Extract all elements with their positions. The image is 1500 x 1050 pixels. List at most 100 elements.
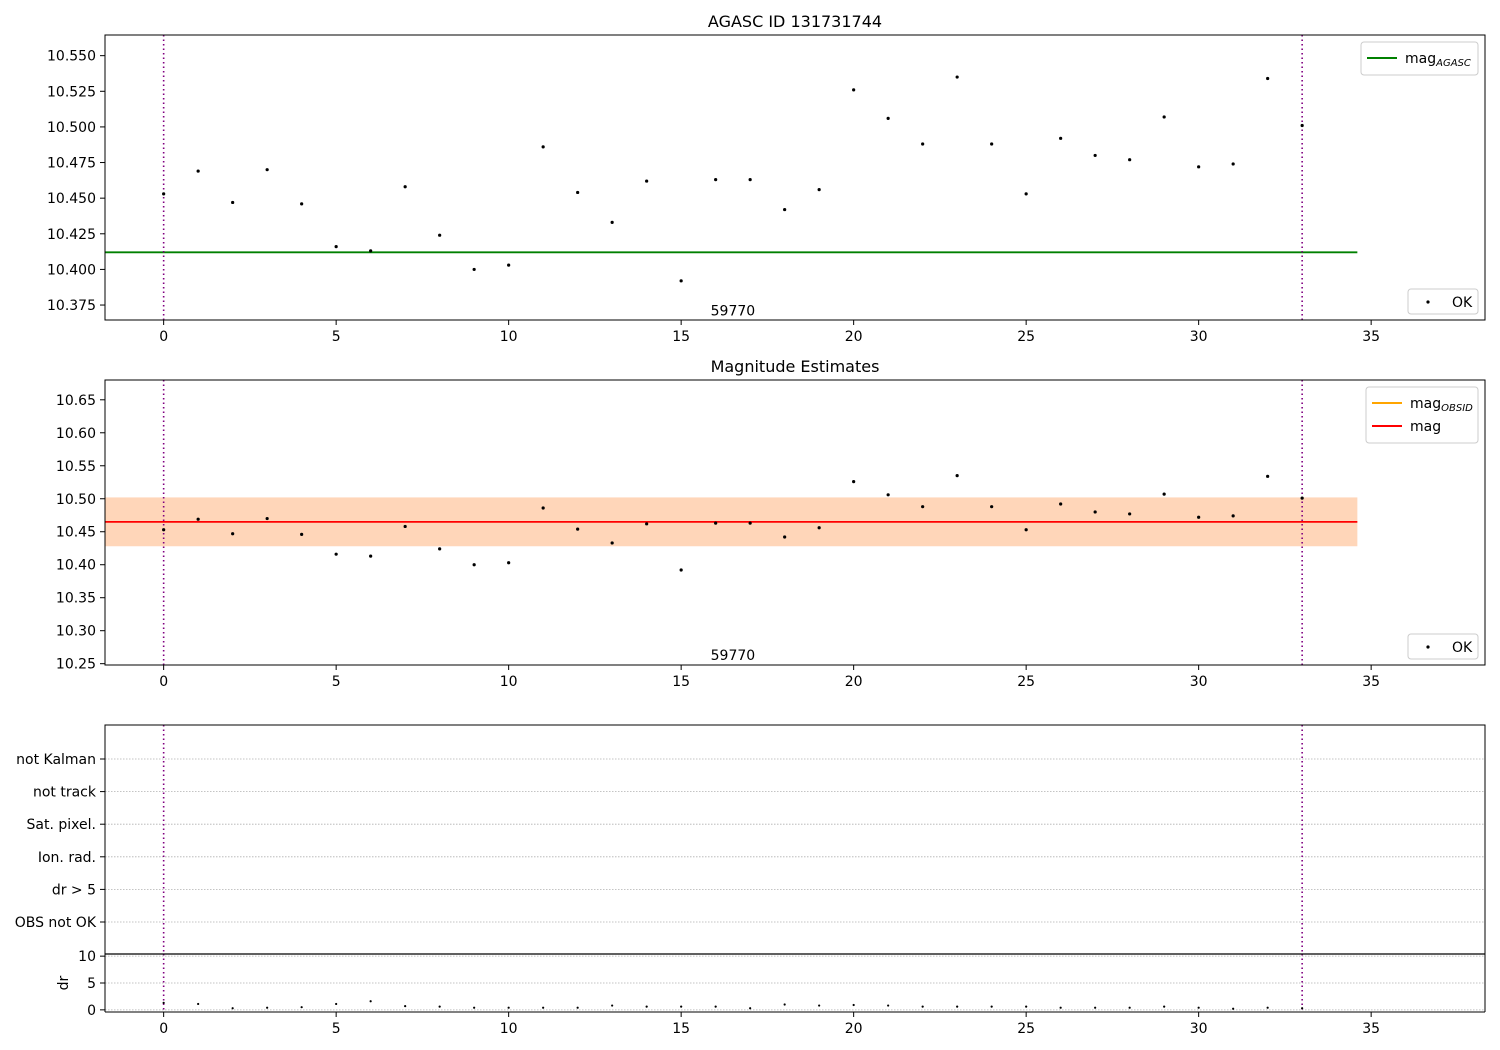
panel4-data-point xyxy=(507,1006,510,1009)
panel1-data-point xyxy=(1059,136,1063,140)
panel2-legend-subscript: OBSID xyxy=(1441,403,1473,414)
panel2-ytick-label: 10.50 xyxy=(56,492,96,508)
panel1-data-point xyxy=(196,169,200,173)
panel1-data-point xyxy=(1093,153,1097,158)
panel3-flag-label: not Kalman xyxy=(16,752,96,768)
panel2-data-point xyxy=(783,535,787,539)
panel1-data-point xyxy=(1128,158,1132,162)
panel2-data-point xyxy=(1266,474,1270,478)
panel2-data-point xyxy=(541,506,545,510)
panel4-xtick-label: 30 xyxy=(1190,1021,1208,1037)
panel2-legend-ok-label: OK xyxy=(1452,640,1473,656)
panel2-data-point xyxy=(162,528,166,532)
panel2-ytick-label: 10.45 xyxy=(56,525,96,541)
panel4-data-point xyxy=(990,1005,993,1008)
panel2-xtick-label: 25 xyxy=(1017,674,1035,690)
panel1-data-point xyxy=(990,142,994,146)
panel1-data-point xyxy=(1197,165,1201,169)
panel1-data-point xyxy=(610,220,614,224)
panel4-ytick-label: 0 xyxy=(87,1003,96,1019)
panel2-data-point xyxy=(955,474,959,478)
panel1-xtick-label: 5 xyxy=(332,329,341,345)
panel2-xtick-label: 35 xyxy=(1362,674,1380,690)
panel2-data-point xyxy=(817,526,821,530)
panel2-data-point xyxy=(1300,496,1304,500)
panel1-data-point xyxy=(403,185,407,189)
panel1-ytick-label: 10.375 xyxy=(47,298,96,314)
panel2-data-point xyxy=(1093,510,1097,514)
panel4-xtick-label: 0 xyxy=(159,1021,168,1037)
panel1-data-point xyxy=(541,145,545,149)
panel1-data-point xyxy=(748,178,752,182)
panel2-data-point xyxy=(196,517,200,521)
panel2-xtick-label: 30 xyxy=(1190,674,1208,690)
panel2-data-point xyxy=(1197,515,1201,519)
panel2-data-point xyxy=(852,479,856,484)
panel4-data-point xyxy=(335,1002,338,1006)
panel1-data-point xyxy=(472,267,476,272)
panel4-data-point xyxy=(749,1007,752,1010)
panel2-frame xyxy=(104,379,1486,666)
panel4-data-point xyxy=(783,1003,786,1006)
panel4-data-point xyxy=(197,1002,200,1006)
panel2-data-point xyxy=(472,563,476,567)
panel2-data-point xyxy=(645,522,649,526)
panel2-data-point xyxy=(231,532,235,536)
panel1-frame xyxy=(104,34,1486,321)
panel3-flag-label: Sat. pixel. xyxy=(27,817,96,833)
panel1-data-point xyxy=(369,249,373,253)
panel2-title: Magnitude Estimates xyxy=(711,357,880,376)
panel2-data-point xyxy=(886,493,890,497)
panel4-data-point xyxy=(887,1004,890,1007)
panel1-data-point xyxy=(265,168,269,172)
panel1-legend-box xyxy=(1360,41,1479,76)
panel1-data-point xyxy=(645,179,649,183)
panel1-data-point xyxy=(955,75,959,79)
panel4-data-point xyxy=(1266,1006,1269,1009)
panel2-data-point xyxy=(300,532,304,536)
panel1-xtick-label: 10 xyxy=(500,329,518,345)
panel2-ytick-label: 10.40 xyxy=(56,558,96,574)
panel4-data-point xyxy=(231,1007,234,1010)
panel4-data-point xyxy=(818,1004,821,1007)
panel1-ytick-label: 10.450 xyxy=(47,191,96,207)
magnitude-estimates-panel: Magnitude Estimates 59770 0 5 10 15 20 25 30 35 1… xyxy=(56,357,1486,690)
panel2-data-point xyxy=(610,541,614,545)
panel2-data-point xyxy=(369,554,373,558)
panel2-xtick-label: 0 xyxy=(159,674,168,690)
panel4-data-point xyxy=(438,1005,441,1008)
panel4-data-point xyxy=(645,1005,648,1008)
panel1-data-point xyxy=(886,116,890,120)
panel4-ylabel: dr xyxy=(56,975,72,990)
panel4-data-point xyxy=(1301,1007,1304,1010)
panel4-data-point xyxy=(542,1006,545,1009)
panel2-data-point xyxy=(679,568,683,572)
panel2-data-point xyxy=(748,521,752,525)
panel4-data-point xyxy=(611,1004,614,1007)
panel1-obsid-annotation: 59770 xyxy=(711,304,756,320)
panel4-data-point xyxy=(714,1005,717,1008)
panel4-xtick-label: 35 xyxy=(1362,1021,1380,1037)
panel4-data-point xyxy=(369,1000,372,1003)
panel2-data-point xyxy=(1024,528,1028,532)
panel4-ytick-label: 10 xyxy=(78,949,96,965)
panel1-legend-ok-marker xyxy=(1426,300,1430,304)
dr-panel: 0 5 10 0 5 10 15 20 25 30 35 dr xyxy=(56,949,1486,1037)
panel4-xtick-label: 25 xyxy=(1017,1021,1035,1037)
panel1-data-point xyxy=(852,88,856,92)
panel1-title: AGASC ID 131731744 xyxy=(708,12,882,31)
panel4-data-point xyxy=(300,1006,303,1009)
panel2-legend-label: mag xyxy=(1410,419,1441,435)
panel3-flag-label: Ion. rad. xyxy=(38,850,96,866)
panel1-data-point xyxy=(783,207,787,212)
panel2-data-point xyxy=(265,516,269,521)
panel2-data-point xyxy=(1231,514,1235,518)
panel2-legend-box xyxy=(1365,386,1479,444)
panel2-data-point xyxy=(334,552,338,556)
panel1-xtick-label: 0 xyxy=(159,329,168,345)
panel1-data-point xyxy=(438,233,442,237)
panel3-flag-label: OBS not OK xyxy=(15,915,97,931)
panel4-data-point xyxy=(1094,1006,1097,1009)
panel4-data-point xyxy=(1059,1006,1062,1009)
